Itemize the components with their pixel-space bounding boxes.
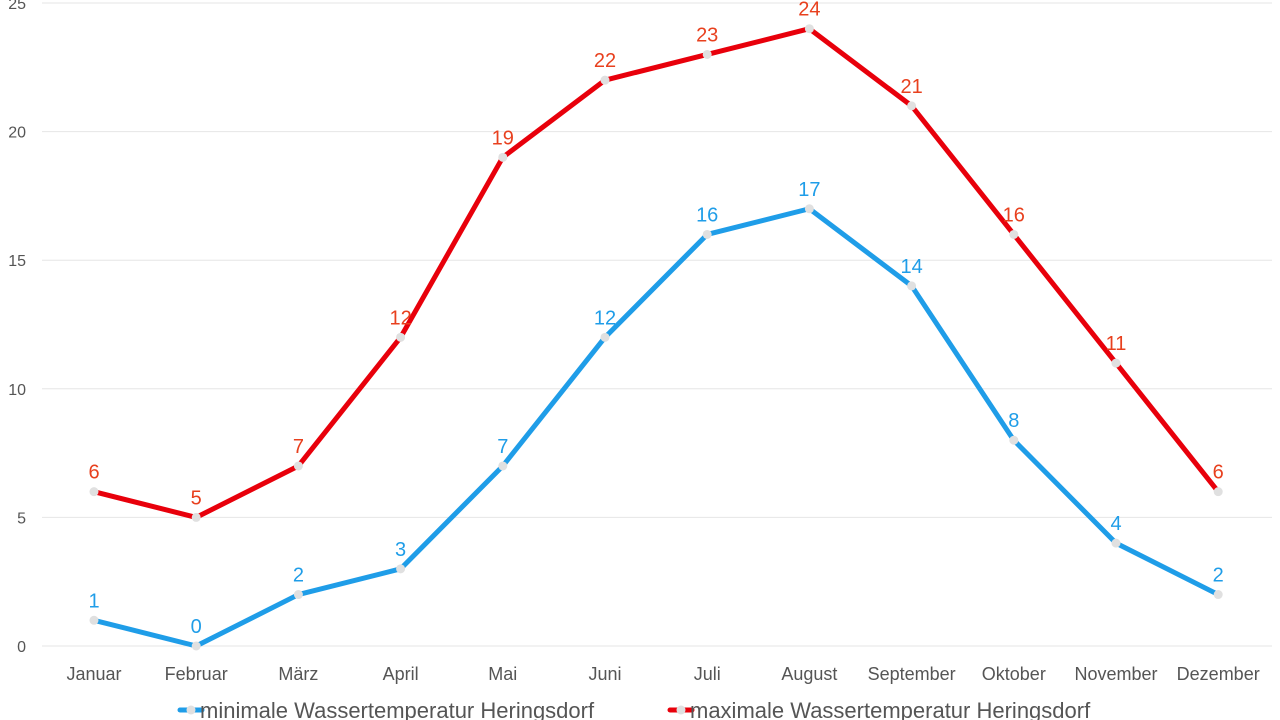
y-tick-label: 5 xyxy=(17,510,26,527)
data-point xyxy=(191,512,201,522)
data-label: 14 xyxy=(900,256,922,278)
y-tick-label: 25 xyxy=(8,0,26,13)
data-point xyxy=(293,461,303,471)
gridlines xyxy=(42,2,1272,647)
data-label: 4 xyxy=(1110,513,1121,535)
x-tick-label: Dezember xyxy=(1177,664,1260,684)
data-label: 6 xyxy=(1213,462,1224,484)
data-point xyxy=(293,590,303,600)
y-tick-label: 0 xyxy=(17,639,26,656)
data-point xyxy=(907,281,917,291)
data-label: 12 xyxy=(389,307,411,329)
data-label: 17 xyxy=(798,179,820,201)
data-label: 6 xyxy=(88,462,99,484)
data-label: 24 xyxy=(798,0,820,21)
data-point xyxy=(1009,435,1019,445)
data-point xyxy=(907,101,917,111)
x-tick-label: August xyxy=(781,664,837,684)
data-label: 19 xyxy=(492,127,514,149)
data-point xyxy=(600,332,610,342)
series-lines xyxy=(91,26,1221,649)
legend-swatch-marker xyxy=(676,705,686,715)
data-point xyxy=(89,615,99,625)
data-label: 21 xyxy=(900,76,922,98)
x-tick-label: November xyxy=(1074,664,1157,684)
data-label: 22 xyxy=(594,50,616,72)
data-label: 0 xyxy=(191,616,202,638)
y-tick-label: 15 xyxy=(8,253,26,270)
x-tick-label: Januar xyxy=(66,664,121,684)
x-tick-label: Mai xyxy=(488,664,517,684)
data-label: 7 xyxy=(293,436,304,458)
data-point xyxy=(89,487,99,497)
data-point xyxy=(1111,538,1121,548)
series-line-0 xyxy=(91,206,1221,649)
series-line-1 xyxy=(91,26,1221,520)
data-label: 16 xyxy=(696,204,718,226)
data-point xyxy=(498,152,508,162)
legend-entry-label: maximale Wassertemperatur Heringsdorf xyxy=(690,698,1091,720)
data-point xyxy=(396,564,406,574)
series-markers xyxy=(89,24,1223,651)
data-point xyxy=(396,332,406,342)
y-tick-label: 10 xyxy=(8,382,26,399)
data-point xyxy=(1213,590,1223,600)
data-label: 1 xyxy=(88,590,99,612)
y-axis-ticks: 0 5 10 15 20 25 xyxy=(8,0,26,656)
data-point xyxy=(804,204,814,214)
data-label: 8 xyxy=(1008,410,1019,432)
data-label: 5 xyxy=(191,487,202,509)
x-axis-ticks: Januar Februar März April Mai Juni Juli August S… xyxy=(66,664,1259,684)
x-tick-label: Oktober xyxy=(982,664,1046,684)
x-tick-label: Februar xyxy=(165,664,228,684)
data-point xyxy=(702,49,712,59)
data-point xyxy=(1213,487,1223,497)
data-point xyxy=(1009,229,1019,239)
data-label: 12 xyxy=(594,307,616,329)
data-label: 11 xyxy=(1106,333,1127,355)
data-point xyxy=(191,641,201,651)
data-label: 23 xyxy=(696,24,718,46)
x-tick-label: September xyxy=(868,664,956,684)
data-label: 2 xyxy=(1213,565,1224,587)
data-point xyxy=(498,461,508,471)
data-point xyxy=(1111,358,1121,368)
data-point xyxy=(600,75,610,85)
data-label: 2 xyxy=(293,565,304,587)
x-tick-label: Juni xyxy=(588,664,621,684)
data-label: 7 xyxy=(497,436,508,458)
y-tick-label: 20 xyxy=(8,125,26,142)
data-point xyxy=(804,24,814,34)
x-tick-label: April xyxy=(383,664,419,684)
legend: minimale Wassertemperatur Heringsdorf max… xyxy=(177,698,1091,720)
legend-swatch-marker xyxy=(186,705,196,715)
data-label: 3 xyxy=(395,539,406,561)
x-tick-label: Juli xyxy=(694,664,721,684)
data-label: 16 xyxy=(1003,204,1025,226)
legend-entry-label: minimale Wassertemperatur Heringsdorf xyxy=(200,698,595,720)
x-tick-label: März xyxy=(278,664,318,684)
data-point xyxy=(702,229,712,239)
